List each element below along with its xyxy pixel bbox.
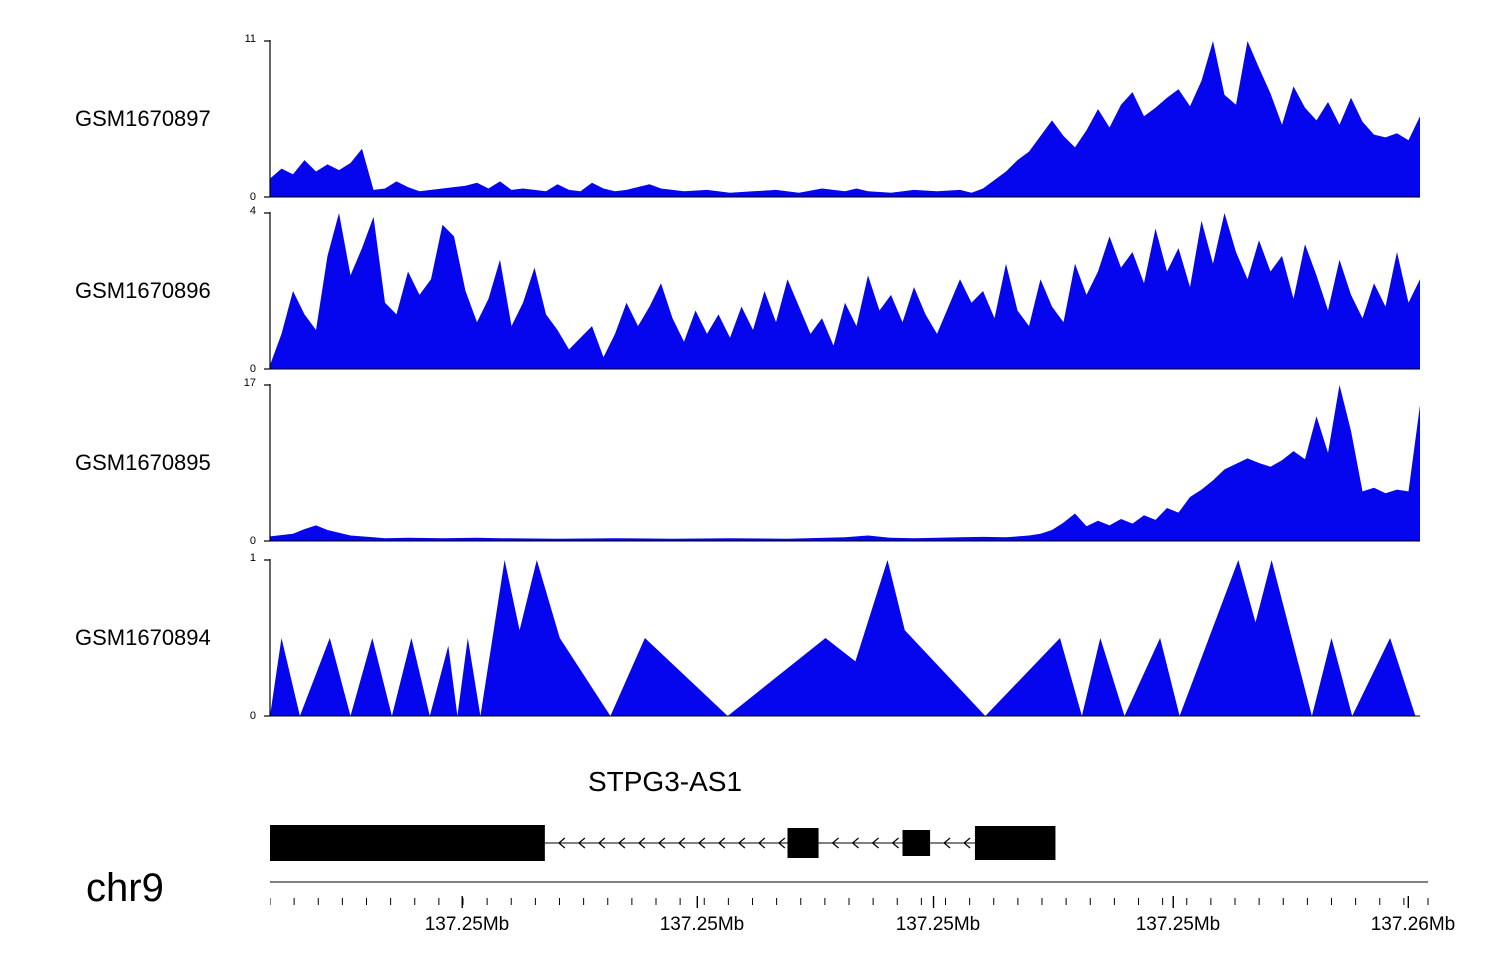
axis-tick-label: 137.25Mb	[659, 914, 745, 935]
y-axis-max-label: 17	[243, 377, 256, 389]
axis-tick-label: 137.25Mb	[1135, 914, 1221, 935]
track-label: GSM1670895	[75, 450, 211, 475]
y-axis-max-label: 11	[244, 33, 256, 45]
genome-axis	[270, 881, 1429, 908]
coverage-area-chart	[264, 384, 1420, 542]
chromosome-label: chr9	[86, 866, 164, 910]
track-label: GSM1670894	[75, 625, 211, 650]
y-axis-min-label: 0	[249, 191, 256, 203]
coverage-track-3: GSM1670895 17 0	[0, 377, 1500, 547]
y-axis-min-label: 0	[249, 710, 256, 722]
coverage-track-4: GSM1670894 1 0	[0, 552, 1500, 722]
coverage-area-chart	[264, 559, 1420, 717]
coverage-area-chart	[264, 212, 1420, 370]
coverage-track-1: GSM1670897 11 0	[0, 33, 1500, 203]
coverage-track-2: GSM1670896 4 0	[0, 205, 1500, 375]
axis-tick-label: 137.25Mb	[895, 914, 981, 935]
axis-tick-label: 137.25Mb	[424, 914, 510, 935]
y-axis-min-label: 0	[249, 535, 256, 547]
track-label: GSM1670896	[75, 278, 211, 303]
axis-tick-label: 137.26Mb	[1370, 914, 1456, 935]
gene-name-label: STPG3-AS1	[587, 766, 743, 797]
y-axis-max-label: 4	[249, 205, 256, 217]
y-axis-max-label: 1	[249, 552, 256, 564]
coverage-area-chart	[264, 40, 1420, 198]
gene-model-track	[270, 825, 1056, 861]
track-label: GSM1670897	[75, 106, 211, 131]
y-axis-min-label: 0	[249, 363, 256, 375]
